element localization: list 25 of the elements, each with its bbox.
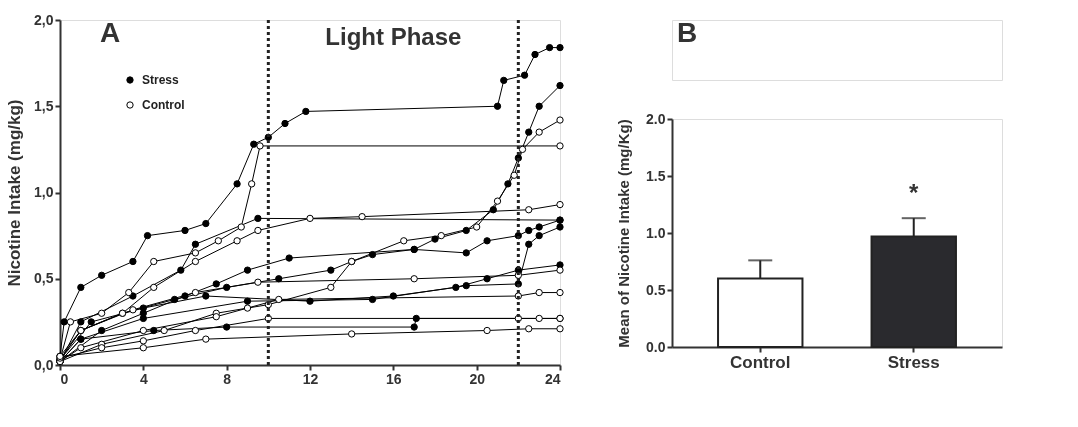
x-tick-label: 16 [386, 370, 402, 387]
y-tick-label: 2.0 [646, 110, 666, 127]
y-tick-label: 1,0 [34, 184, 54, 200]
legend-label: Control [142, 98, 185, 112]
y-tick-label: 0.0 [646, 338, 666, 355]
annotation: * [909, 179, 920, 207]
y-tick-label: 1,5 [34, 97, 54, 114]
y-tick-label: 0.5 [646, 281, 666, 298]
x-tick-label: 4 [139, 370, 148, 387]
y-tick-label: 0,5 [34, 270, 54, 287]
chart-title: A [100, 17, 121, 48]
y-tick-label: 1.0 [646, 224, 666, 241]
y-axis-title: Mean of Nicotine Intake (mg/Kg) [615, 119, 633, 348]
x-tick-label: 20 [469, 370, 486, 387]
annotation: Light Phase [325, 23, 462, 50]
y-tick-label: 0,0 [34, 356, 54, 373]
chart-title: B [677, 17, 698, 48]
x-tick-label: 0 [60, 370, 69, 387]
x-tick-label: 12 [302, 370, 319, 387]
y-tick-label: 2,0 [34, 11, 54, 28]
x-tick-label: 8 [223, 370, 232, 387]
x-tick-label: 24 [544, 370, 561, 387]
y-axis-title: Nicotine Intake (mg/kg) [5, 99, 25, 287]
y-tick-label: 1.5 [646, 167, 666, 184]
legend-label: Stress [142, 73, 180, 87]
